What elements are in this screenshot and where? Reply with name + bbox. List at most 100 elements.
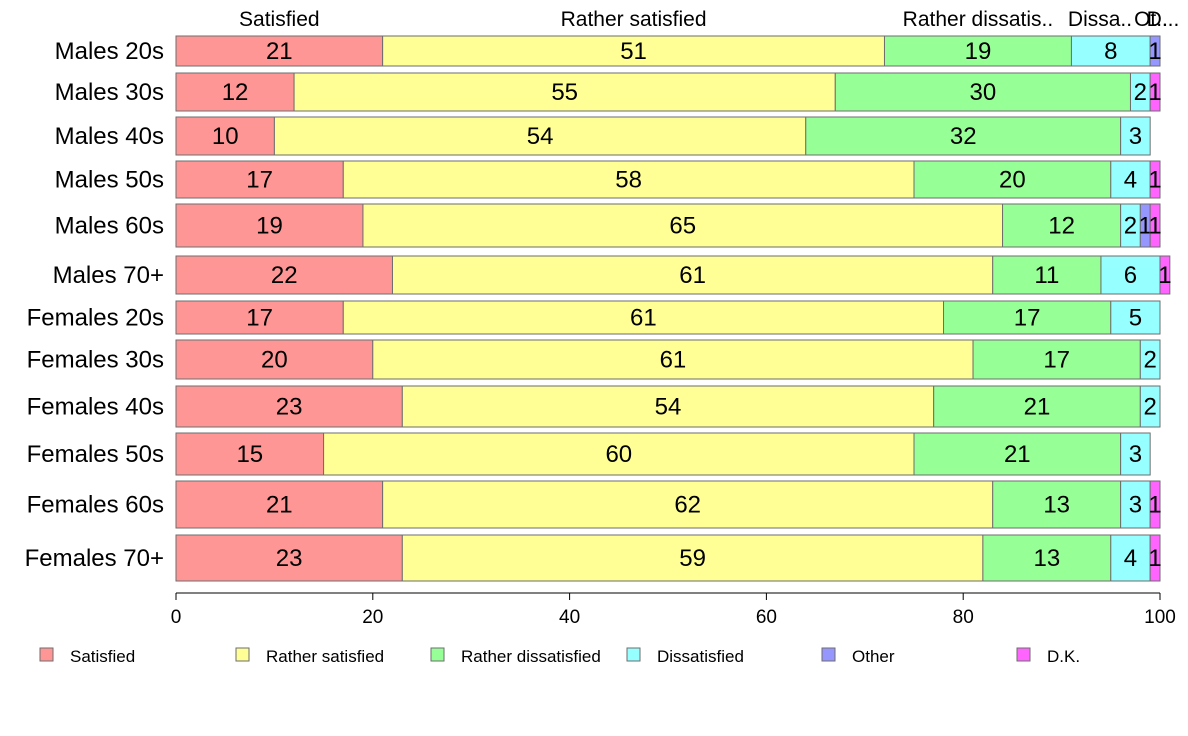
bar-segment bbox=[175, 339, 374, 380]
category-label: Females 40s bbox=[27, 394, 164, 421]
bar-segment bbox=[1149, 534, 1161, 582]
bar-segment bbox=[175, 72, 295, 112]
legend-label: Dissatisfied bbox=[657, 647, 744, 666]
bar-segment bbox=[913, 432, 1122, 476]
data-label: 30 bbox=[970, 79, 997, 106]
bar-segment bbox=[1002, 203, 1122, 248]
data-label: 21 bbox=[266, 38, 293, 65]
legend-label: Rather dissatisfied bbox=[461, 647, 601, 666]
data-label: 61 bbox=[630, 305, 657, 332]
data-label: 15 bbox=[236, 441, 263, 468]
data-label: 1 bbox=[1148, 492, 1161, 519]
bar-segment bbox=[175, 480, 384, 529]
top-series-label: Ot.. bbox=[1134, 8, 1168, 31]
data-label: 1 bbox=[1148, 167, 1161, 194]
legend-label: Other bbox=[852, 647, 895, 666]
data-label: 3 bbox=[1129, 441, 1142, 468]
data-label: 5 bbox=[1129, 305, 1142, 332]
data-label: 59 bbox=[679, 545, 706, 572]
bar-segment bbox=[1139, 339, 1161, 380]
category-label: Males 60s bbox=[55, 213, 164, 240]
data-label: 1 bbox=[1158, 262, 1171, 289]
data-label: 23 bbox=[276, 394, 303, 421]
data-label: 2 bbox=[1124, 213, 1137, 240]
data-label: 17 bbox=[1043, 347, 1070, 374]
data-label: 4 bbox=[1124, 545, 1137, 572]
data-label: 55 bbox=[551, 79, 578, 106]
data-label: 20 bbox=[261, 347, 288, 374]
bar-segment bbox=[175, 432, 325, 476]
data-label: 17 bbox=[246, 167, 273, 194]
bar-segment bbox=[401, 385, 935, 428]
data-label: 4 bbox=[1124, 167, 1137, 194]
category-label: Females 50s bbox=[27, 441, 164, 468]
data-label: 51 bbox=[620, 38, 647, 65]
category-label: Males 40s bbox=[55, 123, 164, 150]
bar-segment bbox=[175, 534, 403, 582]
top-series-label: Dissa.. bbox=[1068, 8, 1132, 31]
bar-segment bbox=[1159, 255, 1171, 295]
data-label: 17 bbox=[246, 305, 273, 332]
bar-segment bbox=[982, 534, 1112, 582]
category-label: Males 70+ bbox=[53, 262, 164, 289]
category-label: Males 50s bbox=[55, 167, 164, 194]
bar-segment bbox=[1120, 432, 1151, 476]
top-series-label: D... bbox=[1147, 8, 1180, 31]
top-series-label: Satisfied bbox=[239, 8, 320, 31]
data-label: 61 bbox=[660, 347, 687, 374]
data-label: 2 bbox=[1143, 347, 1156, 374]
bar-segment bbox=[175, 300, 344, 335]
data-label: 8 bbox=[1104, 38, 1117, 65]
data-label: 54 bbox=[655, 394, 682, 421]
x-tick-label: 0 bbox=[171, 607, 182, 628]
data-label: 1 bbox=[1148, 213, 1161, 240]
data-label: 12 bbox=[222, 79, 249, 106]
bar-segment bbox=[834, 72, 1131, 112]
x-tick-label: 100 bbox=[1144, 607, 1176, 628]
bar-segment bbox=[972, 339, 1141, 380]
data-label: 13 bbox=[1033, 545, 1060, 572]
data-label: 65 bbox=[669, 213, 696, 240]
data-label: 32 bbox=[950, 123, 977, 150]
bar-segment bbox=[1120, 480, 1151, 529]
x-tick-label: 60 bbox=[756, 607, 777, 628]
data-label: 60 bbox=[605, 441, 632, 468]
bar-segment bbox=[401, 534, 984, 582]
data-label: 1 bbox=[1148, 38, 1161, 65]
legend-swatch bbox=[626, 647, 641, 662]
legend-swatch bbox=[430, 647, 445, 662]
data-label: 1 bbox=[1148, 79, 1161, 106]
data-label: 3 bbox=[1129, 123, 1142, 150]
bar-segment bbox=[323, 432, 915, 476]
bar-segment bbox=[342, 160, 915, 199]
bar-segment bbox=[1110, 160, 1151, 199]
data-label: 12 bbox=[1048, 213, 1075, 240]
bar-segment bbox=[372, 339, 974, 380]
legend-label: Satisfied bbox=[70, 647, 135, 666]
category-label: Males 20s bbox=[55, 38, 164, 65]
bar-segment bbox=[362, 203, 1004, 248]
data-label: 21 bbox=[1024, 394, 1051, 421]
data-label: 2 bbox=[1134, 79, 1147, 106]
bar-segment bbox=[293, 72, 836, 112]
bar-segment bbox=[382, 35, 885, 67]
x-tick-label: 80 bbox=[953, 607, 974, 628]
data-label: 23 bbox=[276, 545, 303, 572]
bar-segment bbox=[175, 385, 403, 428]
data-label: 19 bbox=[965, 38, 992, 65]
legend-label: Rather satisfied bbox=[266, 647, 384, 666]
top-series-label: Rather dissatis.. bbox=[903, 8, 1054, 31]
data-label: 20 bbox=[999, 167, 1026, 194]
bar-segment bbox=[1149, 160, 1161, 199]
data-label: 1 bbox=[1139, 213, 1152, 240]
bar-segment bbox=[175, 203, 364, 248]
data-label: 3 bbox=[1129, 492, 1142, 519]
top-series-label: Rather satisfied bbox=[561, 8, 707, 31]
data-label: 54 bbox=[527, 123, 554, 150]
bar-segment bbox=[913, 160, 1112, 199]
category-label: Females 20s bbox=[27, 305, 164, 332]
category-label: Females 60s bbox=[27, 492, 164, 519]
bar-segment bbox=[382, 480, 994, 529]
data-label: 11 bbox=[1034, 262, 1059, 289]
